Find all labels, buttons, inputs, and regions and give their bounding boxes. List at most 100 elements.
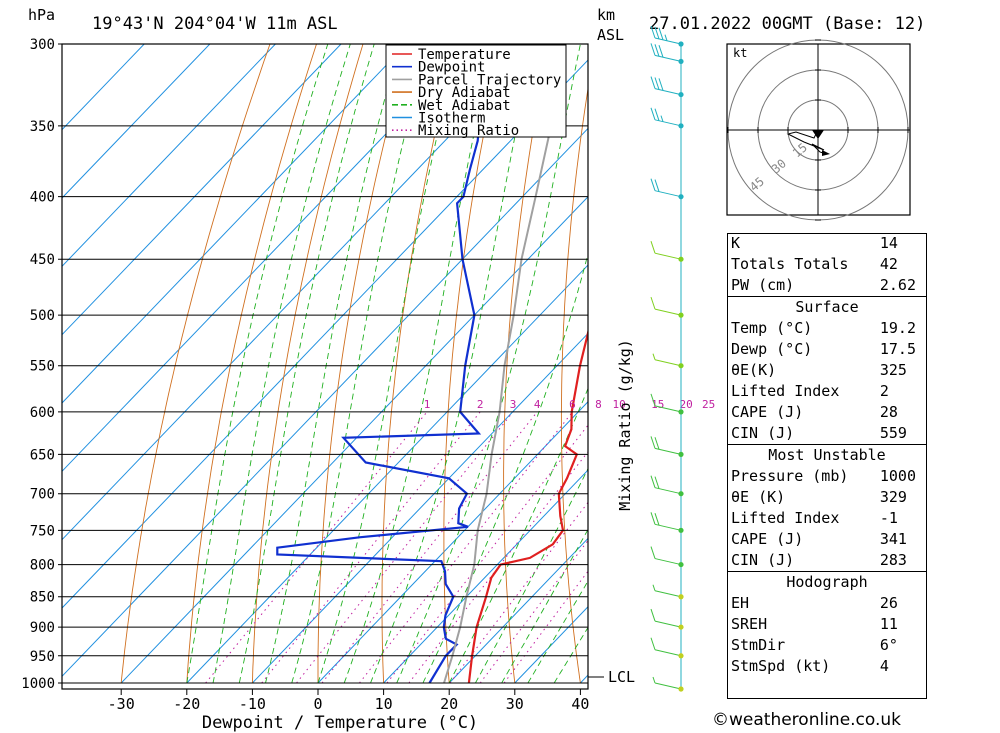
info-value: -1 bbox=[879, 509, 898, 527]
pressure-tick-label: 650 bbox=[30, 447, 55, 463]
isotherm-line bbox=[62, 44, 342, 336]
dewpoint-line bbox=[276, 49, 509, 684]
wind-barb-flag bbox=[650, 637, 656, 650]
info-row: CIN (J) 559 bbox=[727, 423, 927, 445]
wind-barb-shaft bbox=[654, 190, 682, 198]
isotherm-line bbox=[62, 44, 473, 473]
x-tick-label: -20 bbox=[173, 695, 200, 713]
info-value: 559 bbox=[879, 424, 907, 442]
wind-barb-shaft bbox=[654, 405, 682, 413]
info-value: 325 bbox=[879, 361, 907, 379]
x-axis-label: Dewpoint / Temperature (°C) bbox=[202, 713, 478, 733]
isotherm-line bbox=[120, 196, 588, 684]
mixing-ratio-line bbox=[503, 570, 588, 684]
hodograph-unit: kt bbox=[733, 46, 747, 60]
wind-level-dot bbox=[678, 123, 684, 129]
wind-barb-flag bbox=[654, 179, 660, 192]
info-label: PW (cm) bbox=[731, 276, 795, 294]
info-value: 4 bbox=[879, 657, 889, 675]
pressure-tick-label: 550 bbox=[30, 359, 55, 375]
info-label: StmSpd (kt) bbox=[731, 657, 831, 675]
pressure-tick-label: 700 bbox=[30, 487, 55, 503]
wind-barb bbox=[650, 546, 684, 568]
wind-level-dot bbox=[678, 594, 684, 600]
info-label: θE(K) bbox=[731, 361, 777, 379]
wind-barb-flag bbox=[650, 436, 656, 449]
isotherm-line bbox=[62, 127, 588, 678]
wind-barb-flag bbox=[650, 178, 656, 191]
hodograph-end-arrow bbox=[822, 150, 830, 156]
wind-barb bbox=[650, 637, 684, 659]
pressure-tick-label: 1000 bbox=[21, 676, 55, 692]
info-label: StmDir bbox=[731, 636, 786, 654]
wet-adiabat-line bbox=[422, 252, 588, 684]
wet-adiabat-line bbox=[291, 44, 429, 684]
wet-adiabat-line bbox=[448, 387, 588, 684]
wind-barb-shaft bbox=[654, 649, 682, 657]
info-row: Lifted Index 2 bbox=[727, 381, 927, 402]
wet-adiabat-line bbox=[238, 44, 375, 684]
wet-adiabat-line bbox=[475, 467, 588, 684]
wind-barb-flag bbox=[658, 27, 664, 40]
wind-barb-shaft bbox=[654, 523, 682, 531]
mixing-ratio-label: 4 bbox=[534, 398, 541, 411]
wind-barb-shaft bbox=[654, 558, 682, 566]
info-label: Totals Totals bbox=[731, 255, 849, 273]
info-panel: K 14 Totals Totals 42 PW (cm) 2.62 Surface Temp… bbox=[727, 233, 927, 677]
wind-level-dot bbox=[678, 527, 684, 533]
info-label: CIN (J) bbox=[731, 424, 795, 442]
pressure-tick-label: 850 bbox=[30, 590, 55, 606]
mixing-ratio-label: 8 bbox=[595, 398, 602, 411]
x-tick-label: 0 bbox=[313, 695, 322, 713]
wind-level-dot bbox=[678, 41, 684, 47]
isotherm-line bbox=[62, 44, 211, 199]
wind-level-dot bbox=[678, 561, 684, 568]
mixing-ratio-label: 1 bbox=[424, 398, 431, 411]
info-row: CIN (J) 283 bbox=[727, 550, 927, 572]
mixing-ratio-line bbox=[261, 411, 481, 684]
info-row: θE (K) 329 bbox=[727, 487, 927, 508]
dry-adiabat-line bbox=[921, 44, 1000, 683]
info-value: 1000 bbox=[879, 467, 916, 485]
info-label: EH bbox=[731, 594, 750, 612]
wind-barb bbox=[650, 25, 684, 47]
wind-level-dot bbox=[678, 58, 684, 65]
info-value: 28 bbox=[879, 403, 898, 421]
pressure-tick-label: 450 bbox=[30, 252, 55, 268]
location-title: 19°43'N 204°04'W 11m ASL bbox=[92, 14, 338, 34]
pressure-tick-label: 500 bbox=[30, 308, 55, 324]
wind-barb bbox=[650, 43, 684, 65]
legend-entry: Wet Adiabat bbox=[418, 98, 511, 114]
wind-barb-flag bbox=[650, 25, 656, 39]
info-label: Temp (°C) bbox=[731, 319, 813, 337]
x-tick-label: 20 bbox=[440, 695, 458, 713]
lcl-marker: LCL bbox=[588, 668, 635, 686]
info-value: 14 bbox=[879, 234, 898, 252]
wind-barb-flag bbox=[650, 296, 656, 310]
mixing-ratio-label: 3 bbox=[510, 398, 517, 411]
legend-entry: Temperature bbox=[418, 47, 511, 63]
wet-adiabat-line bbox=[370, 44, 535, 684]
wind-level-dot bbox=[678, 491, 684, 497]
legend-entry: Parcel Trajectory bbox=[418, 72, 561, 88]
wind-barb bbox=[652, 676, 684, 692]
info-row: Lifted Index -1 bbox=[727, 508, 927, 529]
wind-barb-flag bbox=[654, 108, 660, 121]
x-tick-label: 40 bbox=[571, 695, 589, 713]
info-section-header: Hodograph bbox=[727, 571, 927, 593]
dry-adiabat-line bbox=[560, 86, 588, 684]
wind-barb bbox=[650, 475, 684, 497]
info-section-title: Hodograph bbox=[727, 571, 927, 593]
wind-level-dot bbox=[678, 312, 684, 318]
isotherm-line bbox=[317, 401, 588, 684]
wind-barb-flag bbox=[650, 241, 656, 254]
mixing-ratio-line bbox=[296, 411, 514, 684]
info-value: 26 bbox=[879, 594, 898, 612]
info-row: StmDir 6° bbox=[727, 635, 927, 656]
info-label: Lifted Index bbox=[731, 509, 840, 527]
dry-adiabat-line bbox=[672, 44, 712, 683]
info-label: Lifted Index bbox=[731, 382, 840, 400]
km-unit: km bbox=[597, 6, 615, 24]
